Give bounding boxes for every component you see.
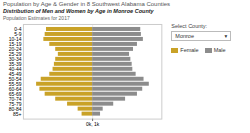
- svg-text:40-44: 40-44: [8, 66, 22, 72]
- svg-text:55-59: 55-59: [8, 81, 22, 87]
- svg-text:70-74: 70-74: [8, 96, 22, 102]
- html-text:Population by Age & Gender in: Population by Age & Gender in 8 Southwes…: [3, 1, 171, 7]
- svg-text:85+: 85+: [13, 112, 22, 117]
- svg-text:45-49: 45-49: [8, 71, 22, 77]
- svg-text:30-34: 30-34: [8, 56, 22, 62]
- svg-text:50-54: 50-54: [8, 76, 22, 82]
- svg-text:15-19: 15-19: [8, 42, 22, 47]
- html-text:Male: Male: [213, 47, 226, 53]
- svg-text:75-79: 75-79: [8, 101, 22, 107]
- svg-text:60-64: 60-64: [8, 86, 22, 92]
- svg-text:0-4: 0-4: [14, 27, 22, 33]
- svg-text:35-39: 35-39: [8, 61, 22, 67]
- html-text:Monroe: Monroe: [175, 33, 194, 39]
- html-text:Female: Female: [180, 47, 199, 53]
- svg-text:0k, 1k: 0k, 1k: [86, 122, 100, 127]
- svg-text:25-29: 25-29: [8, 52, 22, 57]
- svg-text:10-14: 10-14: [8, 37, 22, 42]
- html-text:Population Estimates for 2017: Population Estimates for 2017: [3, 15, 70, 21]
- html-text:Select County:: Select County:: [171, 23, 208, 29]
- svg-text:65-69: 65-69: [8, 91, 22, 97]
- svg-text:80-84: 80-84: [8, 106, 22, 112]
- svg-text:20-24: 20-24: [8, 47, 22, 52]
- svg-text:5-9: 5-9: [14, 32, 22, 37]
- html-text:Distribution of Men and Women: Distribution of Men and Women by Age in …: [3, 8, 154, 14]
